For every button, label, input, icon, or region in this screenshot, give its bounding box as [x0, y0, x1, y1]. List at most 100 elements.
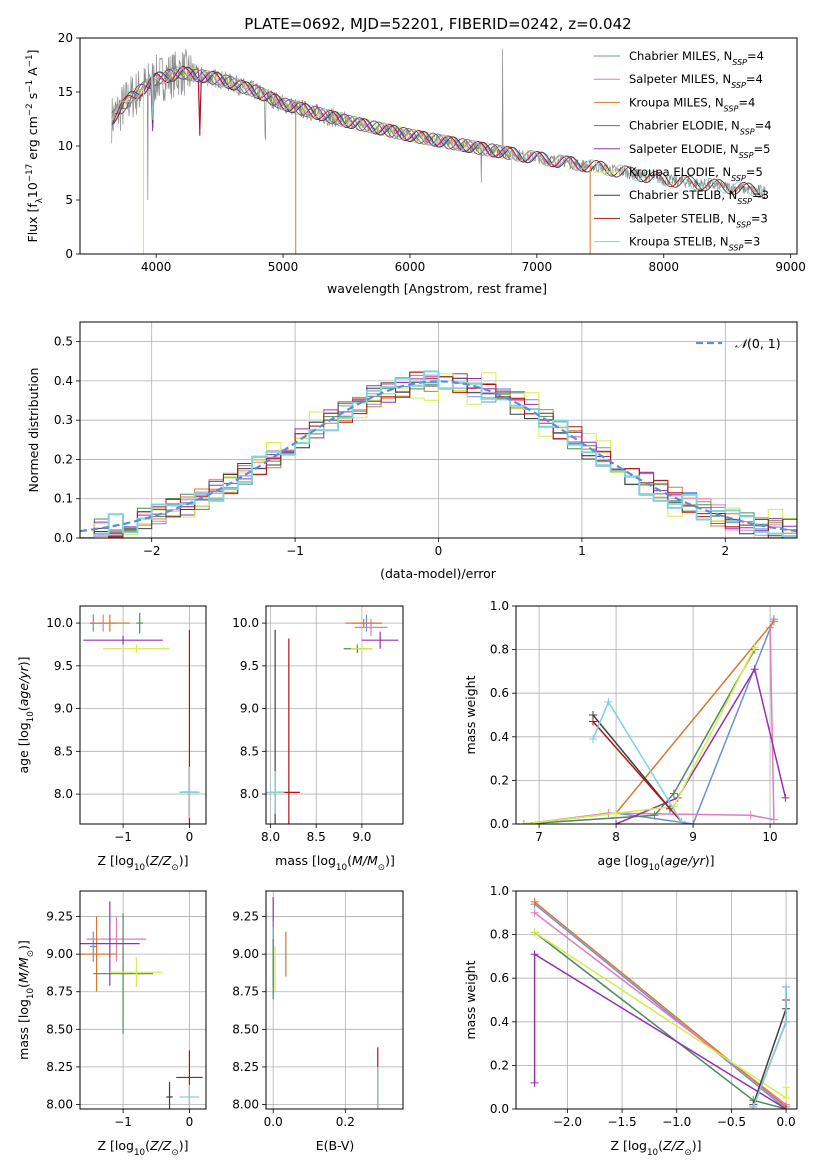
y-tick-label: 9.0 — [54, 702, 73, 716]
legend-entry: Chabrier ELODIE, NSSP=4 — [629, 119, 772, 137]
series-line — [523, 649, 756, 824]
series-line — [592, 700, 683, 823]
y-tick-label: 8.50 — [46, 1022, 73, 1036]
age-vs-metallicity-panel: −1 0 8.0 8.5 9.0 9.5 10.0 Z [log10(Z/Z⊙)] age [l… — [16, 605, 207, 873]
x-tick-label: 7 — [535, 830, 543, 844]
series-marker — [530, 950, 539, 959]
series-line — [534, 931, 787, 1109]
legend-entry: Chabrier MILES, NSSP=4 — [629, 49, 764, 67]
x-tick-label: 9 — [689, 830, 697, 844]
model-spectrum — [111, 67, 512, 160]
y-tick-label: 0.4 — [54, 374, 73, 388]
series-marker — [612, 809, 621, 818]
y-tick-label: 10.0 — [232, 616, 259, 630]
y-tick-label: 0.6 — [490, 971, 509, 985]
age-vs-metallicity-panel-grid — [80, 606, 206, 824]
y-tick-label: 0.5 — [54, 335, 73, 349]
figure-title: PLATE=0692, MJD=52201, FIBERID=0242, z=0… — [244, 15, 631, 33]
x-axis-label: wavelength [Angstrom, rest frame] — [327, 281, 547, 296]
series-marker — [769, 617, 778, 626]
y-tick-label: 15 — [58, 85, 73, 99]
x-tick-label: 0 — [435, 544, 443, 558]
series-line — [534, 903, 787, 1109]
y-tick-label: 9.00 — [46, 947, 73, 961]
y-tick-label: 8.25 — [232, 1060, 259, 1074]
y-tick-label: 10 — [58, 139, 73, 153]
series-marker — [669, 789, 678, 798]
y-tick-label: 8.75 — [46, 985, 73, 999]
series-line — [592, 721, 683, 823]
x-axis-label: mass [log10(M/M⊙)] — [275, 853, 395, 873]
residual-panel: −2 −1 0 1 2 0.0 0.1 0.2 0.3 0.4 0.5 𝒩(0, 1) (data-mo… — [26, 321, 798, 581]
legend-entry: 𝒩(0, 1) — [735, 336, 781, 351]
series-marker — [746, 811, 755, 820]
y-tick-label: 9.00 — [232, 947, 259, 961]
mass-vs-extinction-panel: 0.0 0.2 8.00 8.25 8.50 8.75 9.00 9.25 E(B-V) — [232, 890, 404, 1153]
series-marker — [612, 820, 621, 824]
x-tick-label: 0 — [186, 1115, 194, 1129]
x-tick-label: 4000 — [141, 260, 172, 274]
spectrum-panel-plot-area — [111, 48, 766, 254]
legend-entry: Salpeter STELIB, NSSP=3 — [629, 211, 768, 229]
y-tick-label: 9.5 — [54, 659, 73, 673]
x-tick-label: −1 — [114, 830, 132, 844]
y-axis-label: mass [log10(M/M⊙)] — [16, 940, 36, 1060]
x-tick-label: 0.0 — [264, 1115, 283, 1129]
age-vs-mass-panel-frame — [265, 605, 404, 825]
age-vs-metallicity-panel-frame — [79, 605, 207, 825]
series-line — [533, 952, 787, 1109]
mass-weight-vs-age-panel-frame — [515, 605, 798, 825]
y-axis-label: mass weight — [463, 960, 478, 1039]
model-spectrum — [111, 66, 766, 198]
y-tick-label: 8.25 — [46, 1060, 73, 1074]
y-tick-label: 8.5 — [240, 744, 259, 758]
mass-vs-extinction-panel-plot-area — [272, 897, 379, 1109]
series-marker — [782, 1017, 791, 1026]
series-line — [523, 620, 775, 824]
series-line — [534, 931, 787, 1100]
y-tick-label: 0 — [65, 247, 73, 261]
age-vs-mass-panel-grid — [266, 606, 403, 824]
x-tick-label: 7000 — [522, 260, 553, 274]
mass-vs-extinction-panel-frame — [265, 890, 404, 1110]
x-tick-label: 5000 — [268, 260, 299, 274]
series-marker — [519, 820, 528, 824]
mass-vs-metallicity-panel-grid — [80, 891, 206, 1109]
y-tick-label: 9.25 — [46, 910, 73, 924]
x-tick-label: 8000 — [648, 260, 679, 274]
mass-weight-vs-metallicity-panel-plot-area — [530, 897, 791, 1109]
age-vs-mass-panel-plot-area — [266, 614, 399, 824]
y-tick-label: 1.0 — [490, 599, 509, 613]
x-axis-label: E(B-V) — [316, 1138, 355, 1153]
x-tick-label: 6000 — [395, 260, 426, 274]
y-tick-label: 5 — [65, 193, 73, 207]
y-tick-label: 1.0 — [490, 884, 509, 898]
series-marker — [530, 1078, 539, 1087]
x-axis-label: Z [log10(Z/Z⊙)] — [611, 1138, 702, 1158]
y-tick-label: 8.50 — [232, 1022, 259, 1036]
x-tick-label: 0.0 — [777, 1115, 796, 1129]
series-marker — [530, 928, 539, 937]
x-axis-label: age [log10(age/yr)] — [597, 853, 714, 873]
x-tick-label: −1 — [114, 1115, 132, 1129]
x-tick-label: 0 — [186, 830, 194, 844]
y-tick-label: 0.0 — [54, 531, 73, 545]
y-axis-label: Flux [fλ10−17 erg cm−2 s−1 A−1] — [25, 50, 45, 243]
series-line — [523, 627, 775, 824]
age-vs-metallicity-panel-plot-area — [83, 612, 200, 824]
series-marker — [750, 643, 759, 652]
legend-entry: Kroupa ELODIE, NSSP=5 — [629, 165, 763, 183]
y-tick-label: 0.4 — [490, 1015, 509, 1029]
y-tick-label: 0.0 — [490, 1102, 509, 1116]
y-tick-label: 0.8 — [490, 928, 509, 942]
y-tick-label: 0.3 — [54, 413, 73, 427]
x-tick-label: 1 — [578, 544, 586, 558]
y-axis-label: mass weight — [463, 675, 478, 754]
mass-vs-metallicity-panel-frame — [79, 890, 207, 1110]
series-marker — [781, 793, 790, 802]
series-marker — [604, 697, 613, 706]
series-marker — [588, 734, 597, 743]
y-tick-label: 20 — [58, 31, 73, 45]
x-axis-label: Z [log10(Z/Z⊙)] — [98, 853, 189, 873]
series-marker — [689, 820, 698, 824]
